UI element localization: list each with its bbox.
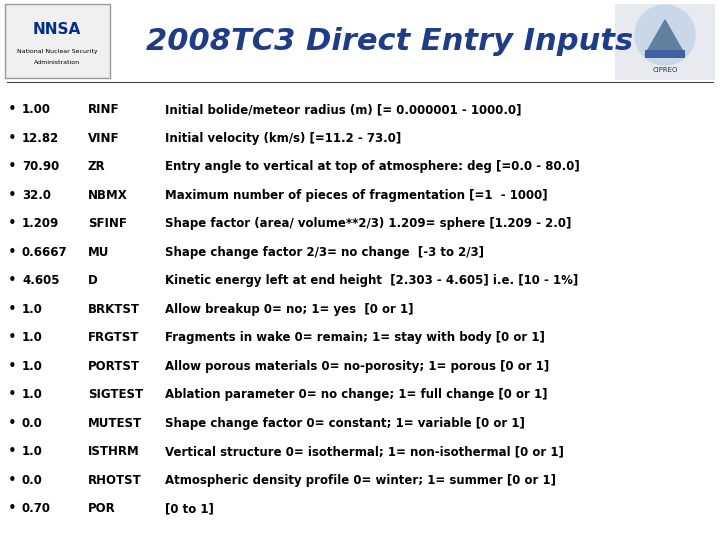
Text: Ablation parameter 0= no change; 1= full change [0 or 1]: Ablation parameter 0= no change; 1= full… xyxy=(165,388,547,401)
Text: •: • xyxy=(8,388,17,402)
Text: •: • xyxy=(8,217,17,232)
Text: •: • xyxy=(8,416,17,431)
Text: Maximum number of pieces of fragmentation [=1  - 1000]: Maximum number of pieces of fragmentatio… xyxy=(165,189,548,202)
Text: Kinetic energy left at end height  [2.303 - 4.605] i.e. [10 - 1%]: Kinetic energy left at end height [2.303… xyxy=(165,274,578,287)
Text: 4.605: 4.605 xyxy=(22,274,60,287)
Text: [0 to 1]: [0 to 1] xyxy=(165,503,214,516)
Text: •: • xyxy=(8,159,17,174)
Bar xyxy=(5,4,110,78)
Text: Atmospheric density profile 0= winter; 1= summer [0 or 1]: Atmospheric density profile 0= winter; 1… xyxy=(165,474,556,487)
Text: Allow porous materials 0= no-porosity; 1= porous [0 or 1]: Allow porous materials 0= no-porosity; 1… xyxy=(165,360,549,373)
Text: •: • xyxy=(8,502,17,516)
Bar xyxy=(645,50,685,58)
Text: PORTST: PORTST xyxy=(88,360,140,373)
Text: Fragments in wake 0= remain; 1= stay with body [0 or 1]: Fragments in wake 0= remain; 1= stay wit… xyxy=(165,332,545,345)
Text: National Nuclear Security: National Nuclear Security xyxy=(17,50,97,55)
Text: CiPREO: CiPREO xyxy=(652,67,678,73)
Text: Entry angle to vertical at top of atmosphere: deg [=0.0 - 80.0]: Entry angle to vertical at top of atmosp… xyxy=(165,160,580,173)
Text: 70.90: 70.90 xyxy=(22,160,59,173)
Text: 1.0: 1.0 xyxy=(22,360,43,373)
Text: 1.00: 1.00 xyxy=(22,104,51,117)
Text: NBMX: NBMX xyxy=(88,189,127,202)
Text: •: • xyxy=(8,473,17,488)
Text: Initial velocity (km/s) [=11.2 - 73.0]: Initial velocity (km/s) [=11.2 - 73.0] xyxy=(165,132,401,145)
Text: •: • xyxy=(8,359,17,374)
Text: 1.0: 1.0 xyxy=(22,332,43,345)
Text: 0.0: 0.0 xyxy=(22,474,43,487)
Text: •: • xyxy=(8,188,17,203)
Text: Vertical structure 0= isothermal; 1= non-isothermal [0 or 1]: Vertical structure 0= isothermal; 1= non… xyxy=(165,446,564,458)
Text: 1.0: 1.0 xyxy=(22,303,43,316)
Text: •: • xyxy=(8,273,17,288)
Text: NNSA: NNSA xyxy=(33,23,81,37)
Text: Initial bolide/meteor radius (m) [= 0.000001 - 1000.0]: Initial bolide/meteor radius (m) [= 0.00… xyxy=(165,104,521,117)
Text: SIGTEST: SIGTEST xyxy=(88,388,143,401)
Text: POR: POR xyxy=(88,503,116,516)
Bar xyxy=(615,4,715,80)
Text: 1.0: 1.0 xyxy=(22,388,43,401)
Text: ISTHRM: ISTHRM xyxy=(88,446,140,458)
Text: •: • xyxy=(8,103,17,118)
Text: 32.0: 32.0 xyxy=(22,189,51,202)
Text: •: • xyxy=(8,245,17,260)
Text: RHOTST: RHOTST xyxy=(88,474,142,487)
Text: Shape change factor 2/3= no change  [-3 to 2/3]: Shape change factor 2/3= no change [-3 t… xyxy=(165,246,484,259)
Text: MUTEST: MUTEST xyxy=(88,417,142,430)
Text: Administration: Administration xyxy=(34,59,80,64)
Text: MU: MU xyxy=(88,246,109,259)
Text: RINF: RINF xyxy=(88,104,120,117)
Text: 0.70: 0.70 xyxy=(22,503,51,516)
Text: 1.209: 1.209 xyxy=(22,218,59,231)
Text: •: • xyxy=(8,444,17,460)
Text: 0.0: 0.0 xyxy=(22,417,43,430)
Text: D: D xyxy=(88,274,98,287)
Text: 1.0: 1.0 xyxy=(22,446,43,458)
Text: SFINF: SFINF xyxy=(88,218,127,231)
Text: •: • xyxy=(8,330,17,346)
Text: Allow breakup 0= no; 1= yes  [0 or 1]: Allow breakup 0= no; 1= yes [0 or 1] xyxy=(165,303,413,316)
Text: 0.6667: 0.6667 xyxy=(22,246,68,259)
Text: Shape change factor 0= constant; 1= variable [0 or 1]: Shape change factor 0= constant; 1= vari… xyxy=(165,417,525,430)
Text: 2008TC3 Direct Entry Inputs: 2008TC3 Direct Entry Inputs xyxy=(146,28,634,57)
Text: BRKTST: BRKTST xyxy=(88,303,140,316)
Circle shape xyxy=(635,5,695,65)
Text: •: • xyxy=(8,131,17,146)
Text: 12.82: 12.82 xyxy=(22,132,59,145)
Text: •: • xyxy=(8,302,17,317)
Text: VINF: VINF xyxy=(88,132,120,145)
Text: FRGTST: FRGTST xyxy=(88,332,140,345)
Text: Shape factor (area/ volume**2/3) 1.209= sphere [1.209 - 2.0]: Shape factor (area/ volume**2/3) 1.209= … xyxy=(165,218,572,231)
Text: ZR: ZR xyxy=(88,160,106,173)
Polygon shape xyxy=(645,20,685,55)
